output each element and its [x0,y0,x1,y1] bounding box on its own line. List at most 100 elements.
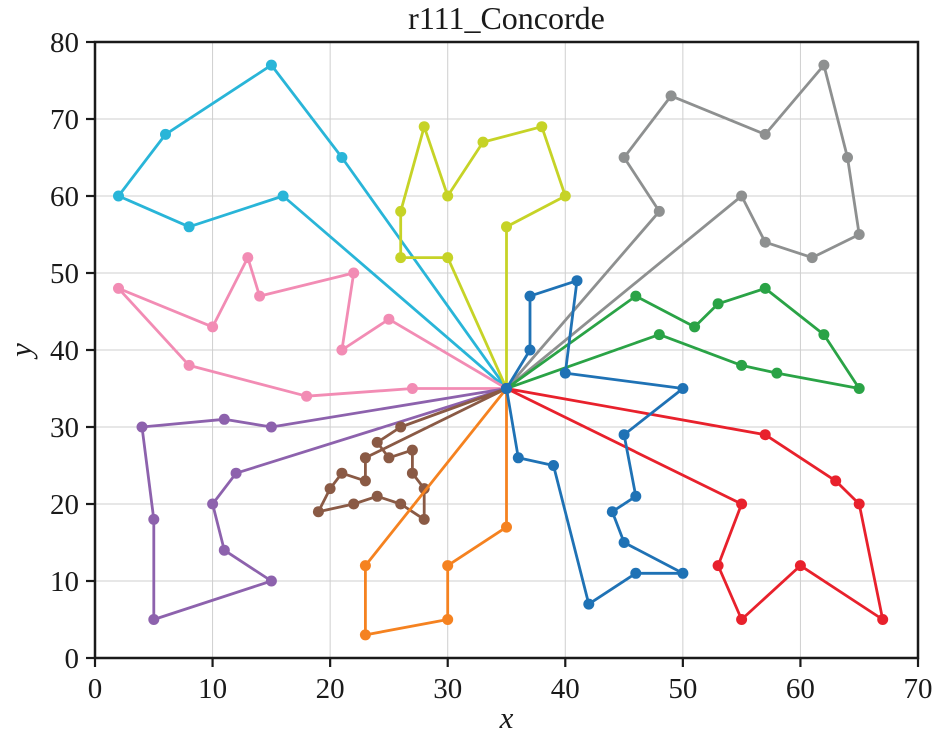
city-dot [630,290,642,302]
city-dot [501,221,512,233]
city-dot [559,367,571,379]
city-dot [113,282,124,294]
city-dot [571,275,583,287]
city-dot [618,152,630,163]
city-dot [806,252,818,264]
city-dot [736,614,748,625]
x-tick-label: 50 [668,673,697,705]
gray-tour-path [505,63,861,390]
city-dot [160,128,171,140]
y-tick-label: 0 [65,643,80,675]
city-dot [853,498,865,510]
city-dot [630,567,642,579]
city-dot [218,544,230,556]
city-dot [265,575,277,587]
y-tick-label: 30 [50,412,79,444]
city-dot [183,221,195,233]
city-dot [442,560,454,572]
city-dot [136,421,148,433]
city-dot [148,513,160,525]
city-dot [148,614,160,625]
city-dot [689,321,701,333]
city-dot [712,298,724,310]
city-dot [759,429,771,441]
city-dot [501,521,512,533]
city-dot [265,421,277,433]
city-dot [618,429,630,441]
city-dot [477,136,489,148]
city-dot [395,205,407,217]
city-dot [418,513,430,525]
city-dot [830,475,842,487]
city-dot [395,421,407,433]
city-dot [559,190,571,202]
x-tick-label: 20 [316,673,345,705]
city-dot [371,436,383,448]
y-tick-label: 40 [50,335,79,367]
city-dot [406,444,418,456]
city-dot [677,567,689,579]
x-tick-label: 0 [88,673,103,705]
city-dot [653,329,665,341]
city-dot [183,359,195,371]
city-dot [524,344,536,356]
city-dot [771,367,783,379]
city-dot [254,290,266,302]
city-dot [348,498,360,510]
city-dot [794,560,806,572]
y-tick-label: 80 [50,27,79,59]
x-tick-label: 60 [786,673,815,705]
city-dot [383,313,395,325]
city-dot [336,467,348,479]
city-dot [442,614,454,625]
city-dot [359,560,371,572]
city-dot [618,537,630,548]
city-dot [395,498,407,510]
city-dot [512,452,524,464]
city-dot [548,460,559,471]
city-dot [759,236,771,248]
city-dot [853,383,865,394]
city-dot [712,560,724,572]
city-dot [818,329,830,341]
city-dot [665,90,677,102]
city-dot [359,452,371,464]
chart-title: r111_Concorde [408,0,605,36]
x-tick-label: 30 [433,673,462,705]
x-tick-label: 70 [904,673,933,705]
city-dot [336,344,348,356]
city-dot [359,629,371,641]
city-dot [218,413,230,425]
city-dot [312,506,324,518]
city-dot [606,506,618,518]
city-dot [406,383,418,394]
city-dot [301,390,313,402]
y-axis-label: y [3,343,38,357]
city-dot [371,490,383,502]
city-dot [818,59,830,71]
y-tick-label: 10 [50,566,79,598]
city-dot [630,490,642,502]
blue-tour-path [505,279,685,606]
city-dot [113,190,124,202]
y-tick-label: 20 [50,489,79,521]
x-axis-label: x [499,700,514,735]
city-dot [853,229,865,240]
city-dot [418,483,430,495]
city-dot [359,475,371,487]
city-dot [759,128,771,140]
city-dot [583,598,595,610]
city-dot [677,383,689,394]
y-tick-label: 60 [50,181,79,213]
city-dot [418,121,430,133]
city-dot [383,452,395,464]
city-dot [842,152,853,163]
city-dot [442,190,454,202]
pink-tour-path [117,256,508,398]
city-dot [524,290,536,302]
city-dot [501,383,512,394]
city-dot [265,59,277,71]
x-tick-label: 40 [551,673,580,705]
